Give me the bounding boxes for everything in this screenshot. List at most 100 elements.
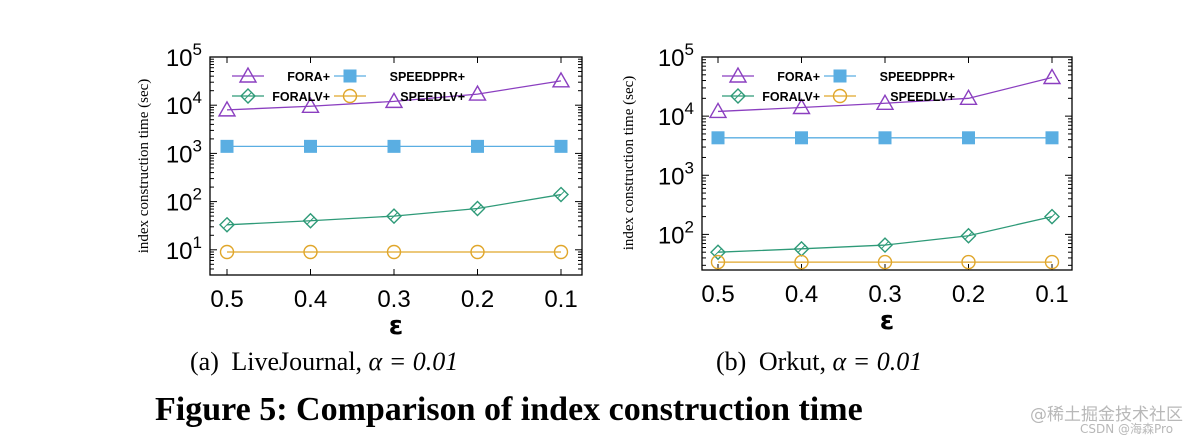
x-tick-label: 0.4 [294,286,327,313]
series-foralv [219,186,569,233]
legend-label-fora: FORA+ [287,70,330,84]
plot-frame [701,56,1073,271]
y-tick-label: 103 [166,136,202,168]
data-point-speedlv [470,244,485,260]
plot-frame [209,56,583,276]
legend: FORA+ FORALV+ SPEEDPPR+ SPEEDLV+ [722,66,955,104]
figure-caption: Figure 5: Comparison of index constructi… [155,391,863,428]
data-point-speedlv [794,254,809,270]
watermark-line-2: CSDN @海森Pro [1080,422,1174,436]
data-point-foralv [960,227,977,244]
legend-marker-foralv [730,88,746,104]
series-foralv [710,208,1060,261]
data-point-fora [875,93,895,110]
x-axis-label: ε [880,306,894,336]
y-tick-label: 104 [658,99,694,131]
series-line-fora [717,76,1053,113]
series-fora [217,71,571,117]
series-speedppr [711,131,1059,145]
y-tick-label: 105 [658,40,694,72]
data-point-speedppr [711,131,725,145]
data-point-speedppr [220,139,234,153]
data-point-speedlv [877,254,893,270]
data-point-fora [384,91,404,109]
y-tick-label: 101 [166,233,202,265]
series-speedlv [219,244,569,260]
data-point-speedppr [471,139,484,153]
legend-label-foralv: FORALV+ [272,90,330,104]
legend-marker-speedlv [832,88,848,104]
data-point-speedppr [1045,131,1059,145]
legend-marker-fora [728,66,748,83]
legend-label-speedppr: SPEEDPPR+ [880,70,955,84]
legend-marker-speedppr [343,69,357,83]
data-point-fora [708,102,728,119]
x-tick-label: 0.2 [952,281,985,308]
data-point-fora [1042,68,1062,85]
data-point-fora [792,98,811,115]
chart-panel-a: 101 102 103 104 105 0.5 0.4 0.3 0.2 0.1 ε index con… [136,40,583,341]
data-point-speedlv [961,254,976,270]
data-point-speedppr [387,139,401,153]
data-point-foralv [302,212,319,229]
data-point-fora [959,88,978,106]
y-tick-label: 102 [658,217,694,249]
legend-marker-speedppr [833,69,847,83]
data-point-fora [301,96,320,113]
data-point-speedlv [303,244,318,260]
legend-marker-fora [238,66,258,83]
legend-label-foralv: FORALV+ [762,90,820,104]
series-speedlv [710,254,1060,270]
y-tick-label: 103 [658,158,694,190]
x-tick-label: 0.5 [701,281,734,308]
y-tick-label: 102 [166,185,202,217]
series-line-fora [226,80,562,111]
y-axis-label: index construction time (sec) [621,76,637,251]
legend: FORA+ FORALV+ SPEEDPPR+ SPEEDLV+ [232,66,465,104]
data-point-speedlv [553,244,569,260]
data-point-foralv [710,244,726,261]
data-point-foralv [469,200,486,217]
legend-marker-speedlv [342,88,358,104]
data-point-foralv [877,237,893,254]
data-point-fora [551,71,571,88]
x-tick-label: 0.3 [868,281,901,308]
data-point-speedppr [554,139,568,153]
data-point-speedlv [1044,254,1060,270]
y-tick-label: 105 [166,40,202,72]
x-tick-label: 0.2 [461,286,494,313]
data-point-speedppr [878,131,892,145]
legend-label-speedlv: SPEEDLV+ [890,90,955,104]
x-tick-label: 0.3 [377,286,410,313]
y-axis-label: index construction time (sec) [136,79,152,254]
data-point-foralv [386,208,402,225]
series-line-foralv [717,215,1053,253]
chart-panel-b: 102 103 104 105 0.5 0.4 0.3 0.2 0.1 ε index constr… [621,40,1073,336]
legend-label-speedppr: SPEEDPPR+ [390,70,465,84]
data-point-speedppr [962,131,975,145]
data-point-fora [217,100,237,117]
subcaption-a: (a) LiveJournal, α = 0.01 [190,347,458,376]
legend-marker-foralv [240,88,256,104]
data-point-fora [468,84,487,101]
watermark-line-1: @稀土掘金技术社区 [1030,405,1183,425]
legend-label-speedlv: SPEEDLV+ [400,90,465,104]
data-point-speedppr [304,139,317,153]
x-tick-label: 0.5 [210,286,243,313]
data-point-speedppr [795,131,808,145]
data-point-foralv [219,216,235,233]
data-point-speedlv [219,244,235,260]
data-point-speedlv [710,254,726,270]
series-speedppr [220,139,568,153]
x-axis-label: ε [389,311,403,341]
series-fora [708,68,1062,119]
x-tick-label: 0.4 [785,281,818,308]
y-tick-label: 104 [166,88,202,120]
x-tick-label: 0.1 [1035,281,1068,308]
data-point-foralv [553,186,569,203]
data-point-speedlv [386,244,402,260]
data-point-foralv [1044,208,1060,225]
x-tick-label: 0.1 [544,286,577,313]
legend-label-fora: FORA+ [777,70,820,84]
